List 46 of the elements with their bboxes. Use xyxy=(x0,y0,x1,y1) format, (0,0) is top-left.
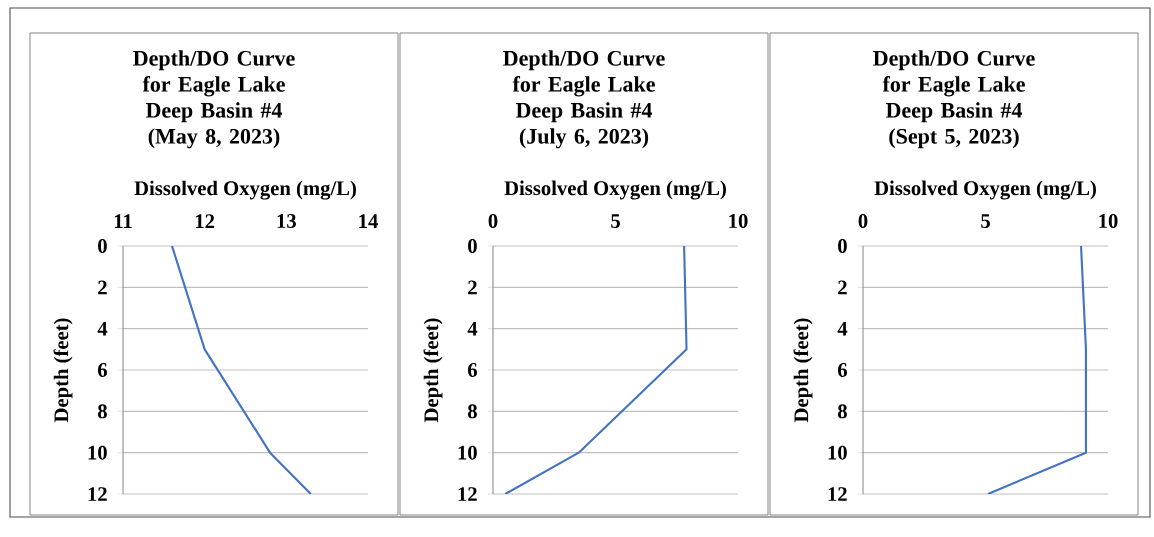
y-tick-label: 4 xyxy=(837,321,848,336)
x-tick-label: 5 xyxy=(611,214,620,228)
y-axis-title: Depth (feet) xyxy=(423,318,443,423)
x-tick-label: 14 xyxy=(359,214,378,228)
y-tick-label: 2 xyxy=(98,280,107,295)
y-tick-label: 10 xyxy=(828,445,847,460)
y-axis-title: Depth (feet) xyxy=(53,318,73,423)
chart-subtitle: (July 6, 2023) xyxy=(519,128,649,149)
x-axis-title: Dissolved Oxygen (mg/L) xyxy=(504,180,726,200)
y-tick-label: 2 xyxy=(838,280,847,295)
y-tick-label: 12 xyxy=(88,487,107,501)
x-tick-label: 5 xyxy=(981,214,990,228)
y-tick-label: 0 xyxy=(838,239,847,253)
x-tick-label: 10 xyxy=(729,214,748,228)
x-tick-label: 10 xyxy=(1099,214,1118,228)
y-tick-label: 4 xyxy=(467,321,478,336)
y-tick-label: 12 xyxy=(458,487,477,501)
chart-subtitle: (Sept 5, 2023) xyxy=(889,128,1019,149)
y-tick-label: 6 xyxy=(98,363,108,377)
y-tick-label: 8 xyxy=(837,404,847,419)
chart-subtitle: (May 8, 2023) xyxy=(148,128,280,149)
y-tick-label: 6 xyxy=(468,363,478,377)
y-tick-label: 8 xyxy=(467,404,477,419)
x-tick-label: 0 xyxy=(488,214,498,228)
chart-title: Depth/DO Curve for Eagle Lake Deep Basin #4 xyxy=(503,50,665,123)
x-axis-title: Dissolved Oxygen (mg/L) xyxy=(134,180,356,200)
y-tick-label: 10 xyxy=(458,445,477,460)
line-series xyxy=(504,246,688,494)
chart-title: Depth/DO Curve for Eagle Lake Deep Basin #4 xyxy=(133,50,295,123)
y-tick-label: 4 xyxy=(97,321,108,336)
y-tick-label: 2 xyxy=(468,280,477,295)
x-tick-label: 0 xyxy=(858,214,868,228)
y-tick-label: 8 xyxy=(97,404,107,419)
line-series xyxy=(170,246,312,494)
y-tick-label: 0 xyxy=(98,239,107,253)
y-tick-label: 6 xyxy=(838,363,848,377)
chart-title: Depth/DO Curve for Eagle Lake Deep Basin #4 xyxy=(873,50,1035,123)
x-tick-label: 11 xyxy=(114,214,132,228)
line-series xyxy=(986,246,1088,494)
y-tick-label: 12 xyxy=(828,487,847,501)
y-tick-label: 10 xyxy=(88,445,107,460)
x-tick-label: 13 xyxy=(277,214,296,228)
y-tick-label: 0 xyxy=(468,239,477,253)
x-axis-title: Dissolved Oxygen (mg/L) xyxy=(874,180,1096,200)
x-tick-label: 12 xyxy=(195,214,215,228)
y-axis-title: Depth (feet) xyxy=(793,318,813,423)
